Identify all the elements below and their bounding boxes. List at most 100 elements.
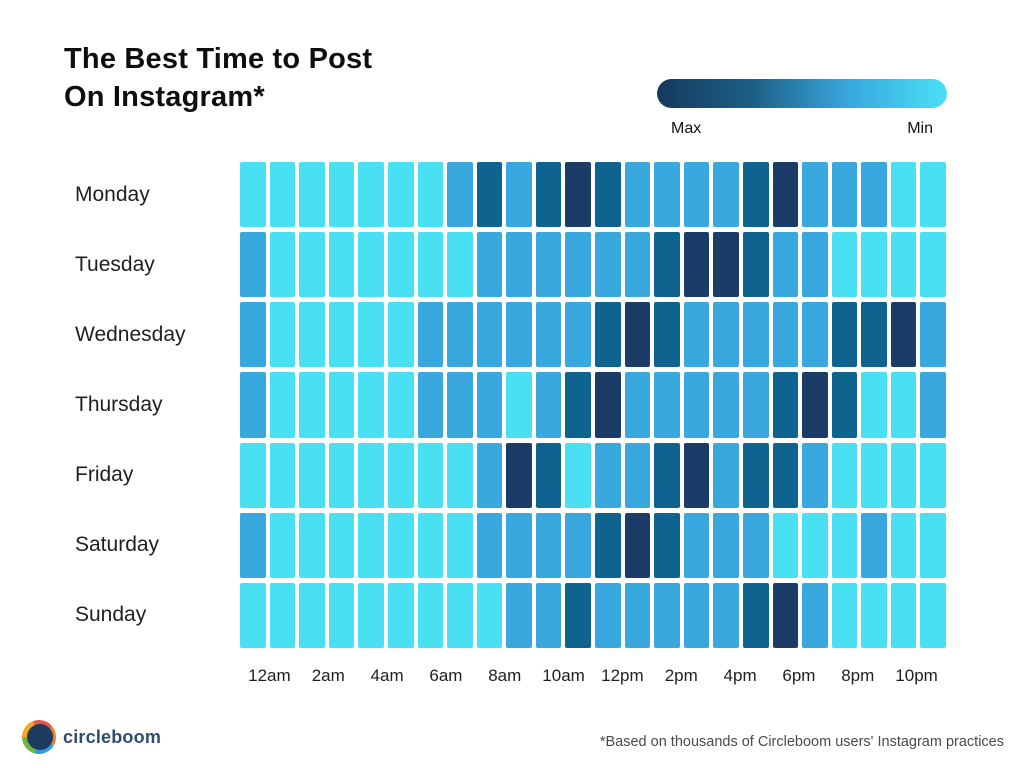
heatmap-cell [299,162,325,228]
x-tick-label: 2am [311,666,345,685]
heatmap-cell [802,302,828,368]
heatmap-cell [565,302,591,368]
x-tick-label: 2pm [664,666,698,685]
heatmap-cell [595,232,621,298]
heatmap-cell [535,512,562,578]
heatmap-cell [299,372,325,438]
heatmap-cell [358,232,384,298]
heatmap-cell [861,512,887,578]
heatmap-cell [417,162,444,228]
heatmap-grid [240,162,946,648]
heatmap-cell [476,582,503,648]
heatmap-cell [269,442,296,508]
heatmap-cell [565,372,591,438]
heatmap-cell [920,372,946,438]
heatmap-cell [240,582,266,648]
heatmap-cell [358,582,384,648]
heatmap-cell [595,512,621,578]
circleboom-logo-icon [22,720,56,754]
heatmap-cell [861,372,887,438]
heatmap-cell [447,302,473,368]
x-axis-labels: 12am 2am 4am 6am 8am 10am 12pm 2pm 4pm 6pm 8pm 10pm [240,666,946,686]
day-label: Tuesday [75,252,155,276]
heatmap-cell [565,442,591,508]
day-label: Monday [75,182,150,206]
heatmap-cell [506,442,532,508]
heatmap-cell [447,162,473,228]
x-tick-label: 12pm [601,666,644,685]
heatmap-cell [506,302,532,368]
heatmap-cell [624,162,651,228]
legend-min-label: Min [907,120,933,137]
day-label: Thursday [75,392,163,416]
heatmap-cell [920,512,946,578]
brand-name: circleboom [63,726,162,747]
heatmap-cell [387,582,414,648]
heatmap-cell [299,582,325,648]
heatmap-cell [654,442,680,508]
heatmap-cell [535,582,562,648]
heatmap-cell [269,512,296,578]
heatmap-cell [240,372,266,438]
heatmap-cell [920,162,946,228]
heatmap-cell [772,162,799,228]
heatmap-cell [713,442,739,508]
heatmap-cell [476,162,503,228]
heatmap-cell [861,442,887,508]
x-tick-label: 10am [542,666,585,685]
heatmap-cell [890,232,917,298]
heatmap-cell [713,302,739,368]
heatmap-cell [476,232,503,298]
heatmap-cell [802,372,828,438]
heatmap-cell [387,302,414,368]
heatmap-cell [654,512,680,578]
heatmap-cell [358,302,384,368]
heatmap-cell [328,582,355,648]
heatmap-cell [417,582,444,648]
heatmap-cell [476,442,503,508]
heatmap-cell [358,512,384,578]
footnote: *Based on thousands of Circleboom users'… [599,734,1004,750]
heatmap-cell [417,442,444,508]
x-tick-label: 12am [248,666,291,685]
heatmap-cell [447,442,473,508]
heatmap-cell [240,232,266,298]
heatmap-cell [269,162,296,228]
heatmap-cell [269,302,296,368]
heatmap-cell [447,582,473,648]
heatmap-cell [742,372,769,438]
heatmap-cell [476,302,503,368]
heatmap-cell [535,372,562,438]
heatmap-cell [772,232,799,298]
heatmap-cell [328,372,355,438]
heatmap-cell [831,442,858,508]
x-tick-label: 10pm [895,666,938,685]
heatmap-cell [476,372,503,438]
heatmap-cell [565,232,591,298]
heatmap-cell [654,582,680,648]
heatmap-cell [624,512,651,578]
heatmap-cell [240,442,266,508]
heatmap-cell [535,442,562,508]
heatmap-cell [565,162,591,228]
heatmap-cell [624,582,651,648]
heatmap-cell [299,442,325,508]
heatmap-cell [742,302,769,368]
x-tick-label: 6am [429,666,463,685]
heatmap-cell [565,582,591,648]
heatmap-cell [920,232,946,298]
heatmap-cell [831,582,858,648]
heatmap-cell [358,162,384,228]
legend-labels: Max Min [657,108,947,138]
heatmap-cell [328,232,355,298]
heatmap-cell [387,512,414,578]
day-label: Sunday [75,603,147,627]
heatmap-cell [269,582,296,648]
heatmap-cell [654,372,680,438]
heatmap-cell [772,512,799,578]
heatmap-cell [742,512,769,578]
legend-max-label: Max [671,120,702,137]
heatmap-cell [713,582,739,648]
heatmap-cell [565,512,591,578]
heatmap-cell [506,372,532,438]
